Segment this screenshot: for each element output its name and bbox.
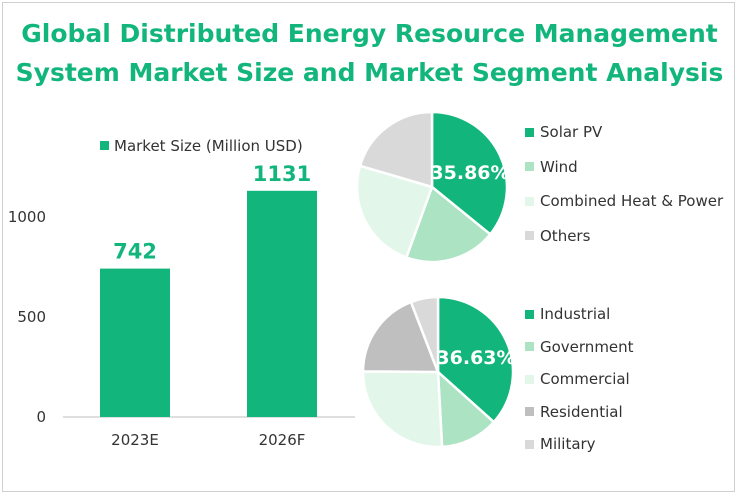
legend-item: Government	[525, 338, 634, 356]
legend-item: Solar PV	[525, 123, 602, 141]
legend-item: Industrial	[525, 305, 610, 323]
x-tick-label: 2026F	[259, 431, 306, 449]
legend-label: Residential	[540, 402, 623, 421]
pie-slice-commercial	[361, 370, 444, 449]
legend-swatch	[525, 342, 534, 351]
legend-swatch	[525, 309, 534, 319]
legend-label: Government	[540, 337, 634, 356]
legend-label: Market Size (Million USD)	[114, 137, 303, 155]
pie-slice-combined-heat-power	[355, 164, 434, 260]
legend-item: Military	[525, 435, 596, 453]
legend-item: Commercial	[525, 370, 630, 388]
legend-swatch	[525, 162, 534, 171]
pie-slice-others	[358, 110, 434, 189]
bar-data-label: 1131	[253, 162, 311, 186]
legend-label: Solar PV	[540, 123, 603, 141]
legend-item: Wind	[525, 158, 578, 176]
legend-swatch	[525, 231, 534, 240]
chart-frame	[2, 2, 735, 492]
legend-label: Combined Heat & Power	[540, 192, 724, 210]
pie-slice-residential	[361, 300, 440, 374]
legend-swatch	[100, 141, 109, 150]
bar-2023E	[100, 268, 170, 417]
pie-slice-military	[409, 295, 440, 373]
bar-data-label: 742	[113, 240, 157, 264]
x-tick-label: 2023E	[111, 431, 159, 449]
legend-label: Wind	[540, 157, 578, 176]
legend-swatch	[525, 374, 534, 384]
chart-title-line2: System Market Size and Market Segment An…	[15, 58, 724, 87]
pie-slice-solar-pv	[430, 110, 509, 237]
legend-swatch	[525, 127, 534, 137]
y-tick-label: 500	[17, 308, 46, 326]
legend-label: Military	[540, 435, 596, 453]
legend-label: Commercial	[540, 370, 630, 388]
legend-swatch	[525, 439, 534, 449]
pie-data-label: 36.63%	[436, 347, 515, 369]
pie-data-label: 35.86%	[430, 162, 509, 184]
legend-item: Residential	[525, 403, 623, 421]
pie-slice-industrial	[436, 295, 515, 424]
pie-slice-wind	[404, 184, 492, 264]
legend-label: Industrial	[540, 305, 611, 323]
legend-swatch	[525, 196, 534, 206]
legend-label: Others	[540, 226, 591, 245]
legend-item: Combined Heat & Power	[525, 192, 723, 210]
legend-item: Others	[525, 227, 590, 245]
y-tick-label: 0	[36, 408, 46, 426]
legend-swatch	[525, 407, 534, 416]
bar-2026F	[247, 190, 317, 417]
y-tick-label: 1000	[8, 208, 46, 226]
chart-title-line1: Global Distributed Energy Resource Manag…	[21, 19, 718, 48]
